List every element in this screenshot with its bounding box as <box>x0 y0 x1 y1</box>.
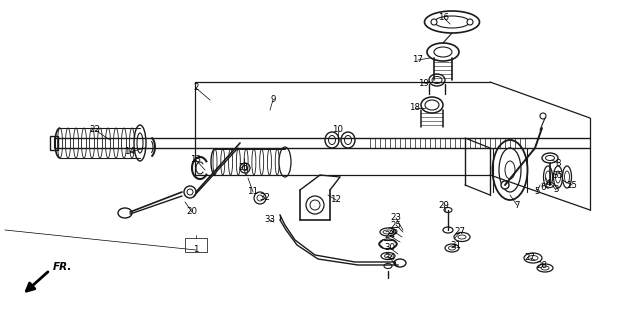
Text: 27: 27 <box>525 253 536 262</box>
Text: 19: 19 <box>417 79 428 87</box>
Text: 21: 21 <box>239 163 250 172</box>
Text: 14: 14 <box>125 148 136 156</box>
Ellipse shape <box>429 74 445 86</box>
Text: 35: 35 <box>552 170 563 179</box>
Text: 8: 8 <box>556 158 561 168</box>
Ellipse shape <box>381 252 395 259</box>
Ellipse shape <box>240 163 250 173</box>
Text: 33: 33 <box>264 216 275 225</box>
Text: 29: 29 <box>438 201 449 210</box>
Ellipse shape <box>380 228 396 236</box>
Text: 10: 10 <box>333 126 344 135</box>
Ellipse shape <box>543 166 552 188</box>
Ellipse shape <box>563 166 572 188</box>
Ellipse shape <box>444 208 452 212</box>
Text: 16: 16 <box>438 13 449 23</box>
Text: 27: 27 <box>454 227 465 237</box>
Ellipse shape <box>431 19 437 25</box>
Ellipse shape <box>134 125 146 161</box>
Ellipse shape <box>384 264 392 268</box>
Text: 22: 22 <box>90 126 100 135</box>
Text: 20: 20 <box>186 208 198 217</box>
Ellipse shape <box>325 132 339 148</box>
Text: 13: 13 <box>191 156 202 164</box>
Text: 25: 25 <box>390 220 401 230</box>
Ellipse shape <box>443 227 453 233</box>
Text: 17: 17 <box>413 56 424 65</box>
Ellipse shape <box>341 132 355 148</box>
Text: 28: 28 <box>536 260 547 269</box>
Ellipse shape <box>445 244 459 252</box>
Text: 1: 1 <box>193 245 199 254</box>
Ellipse shape <box>540 113 546 119</box>
Ellipse shape <box>306 196 324 214</box>
Text: 3: 3 <box>553 185 559 195</box>
Ellipse shape <box>554 166 563 188</box>
Ellipse shape <box>394 259 406 267</box>
Text: 7: 7 <box>515 201 520 210</box>
Text: 18: 18 <box>410 103 420 113</box>
Ellipse shape <box>427 43 459 61</box>
Text: FR.: FR. <box>53 262 72 272</box>
Ellipse shape <box>118 208 132 218</box>
Text: 15: 15 <box>566 181 577 190</box>
Ellipse shape <box>137 133 143 153</box>
Text: 4: 4 <box>545 178 551 188</box>
Text: 32: 32 <box>259 193 271 203</box>
Text: 23: 23 <box>390 213 401 223</box>
Ellipse shape <box>184 186 196 198</box>
Text: 12: 12 <box>330 196 342 204</box>
Ellipse shape <box>254 192 266 204</box>
Ellipse shape <box>493 140 527 200</box>
Text: 11: 11 <box>248 188 259 197</box>
Ellipse shape <box>421 97 443 113</box>
Text: 30: 30 <box>385 244 396 252</box>
Text: 34: 34 <box>385 253 396 262</box>
Ellipse shape <box>454 232 470 241</box>
Ellipse shape <box>424 11 479 33</box>
Ellipse shape <box>279 147 291 177</box>
Text: 9: 9 <box>270 95 276 105</box>
Ellipse shape <box>537 264 553 272</box>
Ellipse shape <box>379 239 397 249</box>
Bar <box>185 238 207 252</box>
Ellipse shape <box>501 181 509 189</box>
Text: 31: 31 <box>451 240 461 250</box>
Bar <box>50 136 58 150</box>
Ellipse shape <box>524 253 542 263</box>
Ellipse shape <box>467 19 473 25</box>
Text: 5: 5 <box>534 188 540 197</box>
Text: 26: 26 <box>387 226 399 236</box>
Text: 2: 2 <box>193 84 199 93</box>
Text: 24: 24 <box>385 232 396 240</box>
Text: 6: 6 <box>540 183 546 191</box>
Ellipse shape <box>546 183 554 188</box>
Ellipse shape <box>542 153 558 163</box>
